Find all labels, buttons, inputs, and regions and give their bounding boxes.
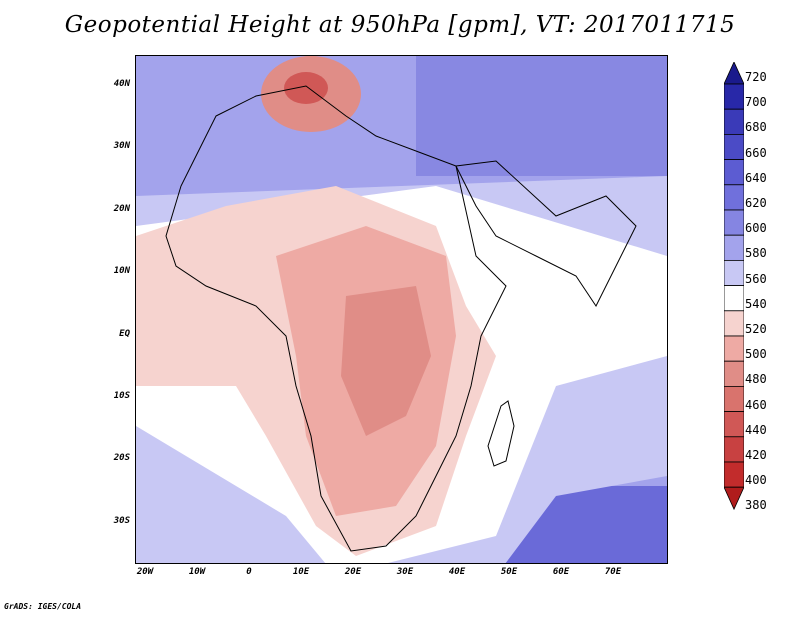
lon-label-20e: 20E <box>344 567 362 577</box>
colorbar-swatch <box>724 209 744 236</box>
lon-label-40e: 40E <box>448 567 466 577</box>
map-title: Geopotential Height at 950hPa [gpm], VT:… <box>64 12 736 38</box>
colorbar-level-label: 640 <box>745 170 767 185</box>
lon-label-20w: 20W <box>136 567 154 577</box>
africa-coastline <box>165 85 507 552</box>
colorbar-swatch <box>724 159 744 186</box>
colorbar-level-label: 440 <box>745 422 767 437</box>
lon-label-0: 0 <box>246 567 252 577</box>
lon-label-30e: 30E <box>396 567 414 577</box>
colorbar-level-label: 560 <box>745 271 767 286</box>
colorbar-swatch <box>724 360 744 387</box>
colorbar-level-label: 400 <box>745 473 767 488</box>
colorbar-swatch <box>724 108 744 135</box>
credit-text: GrADS: IGES/COLA <box>4 602 82 611</box>
field-med-core <box>284 72 328 104</box>
colorbar-swatch <box>724 335 744 362</box>
madagascar-coastline <box>487 400 515 467</box>
lat-label-10s: 10S <box>113 391 130 401</box>
colorbar-level-label: 460 <box>745 397 767 412</box>
colorbar-level-label: 700 <box>745 95 767 110</box>
colorbar-level-label: 380 <box>745 498 767 513</box>
lat-label-10n: 10N <box>113 266 130 276</box>
lat-label-20n: 20N <box>113 204 130 214</box>
colorbar-level-label: 480 <box>745 372 767 387</box>
lon-label-10e: 10E <box>292 567 310 577</box>
colorbar-swatch <box>724 310 744 337</box>
colorbar-swatch <box>724 259 744 286</box>
field-red-core <box>341 286 431 436</box>
colorbar-swatch <box>724 83 744 110</box>
colorbar-swatch <box>724 134 744 161</box>
map-field <box>136 56 667 563</box>
lon-label-10w: 10W <box>188 567 206 577</box>
colorbar-swatch <box>724 436 744 463</box>
colorbar-swatch <box>724 234 744 261</box>
lon-label-60e: 60E <box>552 567 570 577</box>
colorbar <box>724 62 744 511</box>
colorbar-level-label: 420 <box>745 448 767 462</box>
colorbar-swatch <box>724 385 744 412</box>
colorbar-level-label: 540 <box>745 296 767 311</box>
colorbar-level-label: 620 <box>745 196 767 210</box>
lon-label-70e: 70E <box>604 567 622 577</box>
lon-label-50e: 50E <box>500 567 518 577</box>
lat-label-30n: 30N <box>113 141 130 151</box>
colorbar-level-label: 580 <box>745 246 767 261</box>
field-northeast <box>416 56 667 176</box>
colorbar-level-label: 720 <box>745 70 767 84</box>
lat-label-40n: 40N <box>113 79 130 89</box>
colorbar-top-arrow <box>724 62 744 85</box>
colorbar-level-label: 520 <box>745 322 767 336</box>
colorbar-swatch <box>724 411 744 438</box>
colorbar-level-label: 600 <box>745 221 767 236</box>
asia-coastline <box>455 160 637 307</box>
colorbar-swatch <box>724 285 744 312</box>
lat-label-eq: EQ <box>119 329 130 339</box>
colorbar-level-label: 500 <box>745 347 767 362</box>
colorbar-bottom-arrow <box>724 486 744 511</box>
colorbar-level-label: 660 <box>745 145 767 160</box>
lat-label-30s: 30S <box>113 516 130 526</box>
colorbar-level-label: 680 <box>745 120 767 135</box>
colorbar-swatch <box>724 184 744 211</box>
colorbar-swatch <box>724 461 744 488</box>
lat-label-20s: 20S <box>113 453 130 463</box>
map-panel <box>135 55 668 564</box>
